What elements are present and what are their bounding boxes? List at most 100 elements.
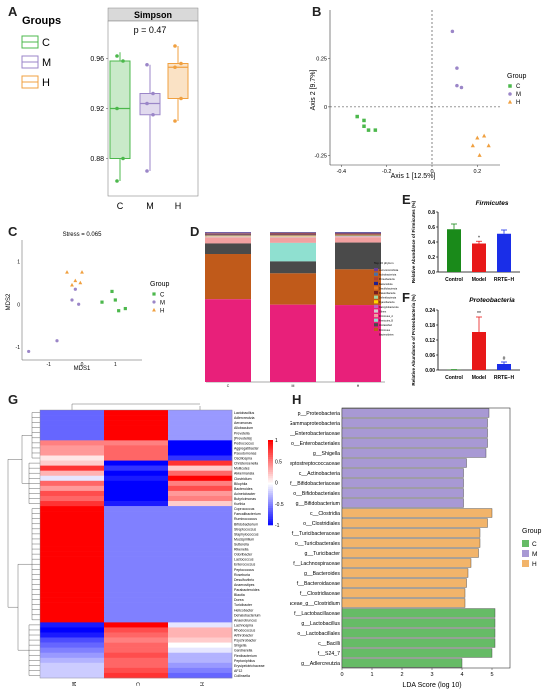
heatmap-cell bbox=[168, 495, 233, 502]
heatmap-cell bbox=[40, 485, 105, 492]
heatmap-cell bbox=[40, 607, 105, 613]
stress-annotation: Stress = 0.065 bbox=[63, 232, 103, 238]
heatmap-cell bbox=[104, 647, 169, 654]
legend-marker bbox=[152, 292, 156, 296]
bar bbox=[497, 233, 511, 272]
heatmap-cell bbox=[168, 592, 233, 598]
lda-bar bbox=[341, 498, 464, 508]
heatmap-cell bbox=[168, 672, 233, 679]
data-point bbox=[123, 306, 127, 311]
facet-title: Simpson bbox=[134, 10, 172, 20]
row-label: Ruminococcus bbox=[234, 517, 257, 521]
legend-swatch bbox=[522, 560, 529, 567]
heatmap-cell bbox=[40, 536, 105, 542]
heatmap-cell bbox=[168, 450, 233, 456]
heatmap-cell bbox=[40, 450, 105, 456]
scale-gradient-step bbox=[268, 518, 273, 522]
stacked-bar-segment bbox=[270, 234, 316, 236]
lda-bar bbox=[341, 548, 479, 558]
scale-gradient-step bbox=[268, 463, 273, 466]
heatmap-cell bbox=[168, 581, 233, 588]
p-value-annotation: p = 0.47 bbox=[134, 25, 167, 35]
lda-bar bbox=[341, 598, 466, 608]
heatmap-cell bbox=[168, 415, 233, 421]
data-point bbox=[73, 278, 78, 283]
legend-label: Bacteroidota bbox=[379, 283, 393, 286]
heatmap-cell bbox=[40, 662, 105, 669]
heatmap-cell bbox=[40, 511, 105, 517]
stacked-bar-segment bbox=[205, 236, 251, 238]
bar-label: c__Actinobacteria bbox=[299, 471, 340, 477]
bar-label: g__Turicibacter bbox=[304, 551, 340, 557]
lda-bar bbox=[341, 558, 472, 568]
data-point bbox=[486, 143, 491, 148]
heatmap-cell bbox=[40, 420, 105, 426]
row-label: Collinsella bbox=[234, 674, 250, 678]
stacked-bar-segment bbox=[335, 236, 381, 238]
stacked-bar-segment bbox=[335, 233, 381, 234]
bar-label: g__Lactobacillus bbox=[301, 621, 340, 627]
row-label: Lactobacillus bbox=[234, 411, 254, 415]
x-tick-label: 3 bbox=[430, 672, 433, 678]
stacked-bar-segment bbox=[205, 243, 251, 255]
scale-gradient-step bbox=[268, 474, 273, 477]
y-tick-label: 0.00 bbox=[425, 368, 435, 374]
legend-swatch bbox=[374, 314, 378, 318]
row-label: Christensenella bbox=[234, 462, 258, 466]
heatmap-cell bbox=[40, 652, 105, 659]
heatmap-cell bbox=[40, 581, 105, 588]
row-label: Erysipelotrichaceae bbox=[234, 664, 265, 668]
x-tick-label: 4 bbox=[460, 672, 463, 678]
data-point bbox=[100, 300, 104, 304]
scale-gradient-step bbox=[268, 454, 273, 458]
legend-label: M bbox=[516, 92, 521, 98]
data-point bbox=[477, 153, 482, 157]
x-tick-label: RRTE−H bbox=[494, 277, 515, 283]
lda-bar bbox=[341, 568, 469, 578]
heatmap-cell bbox=[104, 652, 169, 659]
x-tick-label: -0.2 bbox=[382, 169, 391, 175]
row-label: Psychrobacter bbox=[234, 639, 257, 643]
data-point bbox=[173, 119, 177, 123]
heatmap-cell bbox=[168, 617, 233, 623]
heatmap-cell bbox=[104, 617, 169, 623]
bar-label: f__Lactobacillaceae bbox=[294, 611, 340, 617]
scale-gradient-step bbox=[268, 505, 273, 509]
lda-bar bbox=[341, 448, 487, 458]
row-label: Shigella bbox=[234, 644, 247, 648]
legend-label: M bbox=[42, 57, 51, 69]
heatmap-cell bbox=[40, 495, 105, 502]
heatmap-cell bbox=[104, 531, 169, 537]
scale-gradient-step bbox=[268, 478, 273, 481]
y-tick-label: 0 bbox=[17, 302, 20, 308]
y-tick-label: 0.92 bbox=[90, 106, 104, 113]
legend-label: Unclassified bbox=[379, 324, 393, 327]
heatmap-cell bbox=[168, 612, 233, 618]
scale-tick-label: 1 bbox=[275, 438, 278, 444]
scale-tick-label: 0 bbox=[275, 481, 278, 487]
lda-bar bbox=[341, 528, 481, 538]
heatmap-cell bbox=[40, 551, 105, 557]
row-label: Bacteroides bbox=[234, 487, 253, 491]
heatmap-cell bbox=[104, 662, 169, 669]
y-tick-label: 0.4 bbox=[428, 240, 435, 246]
heatmap-cell bbox=[40, 637, 105, 643]
legend-swatch bbox=[374, 327, 378, 331]
stacked-bar-segment bbox=[205, 237, 251, 244]
x-tick-label: Control bbox=[445, 375, 463, 381]
genus-heatmap-chart: LactobacillusAdlercreutziaAeromonasAllob… bbox=[7, 403, 284, 686]
heatmap-cell bbox=[168, 647, 233, 654]
heatmap-cell bbox=[104, 511, 169, 517]
heatmap-cell bbox=[104, 521, 169, 527]
significance-marker: ** bbox=[477, 311, 481, 317]
heatmap-cell bbox=[168, 642, 233, 648]
scale-gradient-step bbox=[268, 484, 273, 488]
data-point bbox=[173, 44, 177, 48]
row-label: Pseudomonas bbox=[234, 451, 257, 455]
x-tick-label: 0 bbox=[340, 672, 343, 678]
heatmap-cell bbox=[168, 657, 233, 664]
row-label: Acinetobacter bbox=[234, 492, 256, 496]
heatmap-cell bbox=[40, 612, 105, 618]
heatmap-cell bbox=[168, 425, 233, 431]
heatmap-cell bbox=[168, 455, 233, 461]
